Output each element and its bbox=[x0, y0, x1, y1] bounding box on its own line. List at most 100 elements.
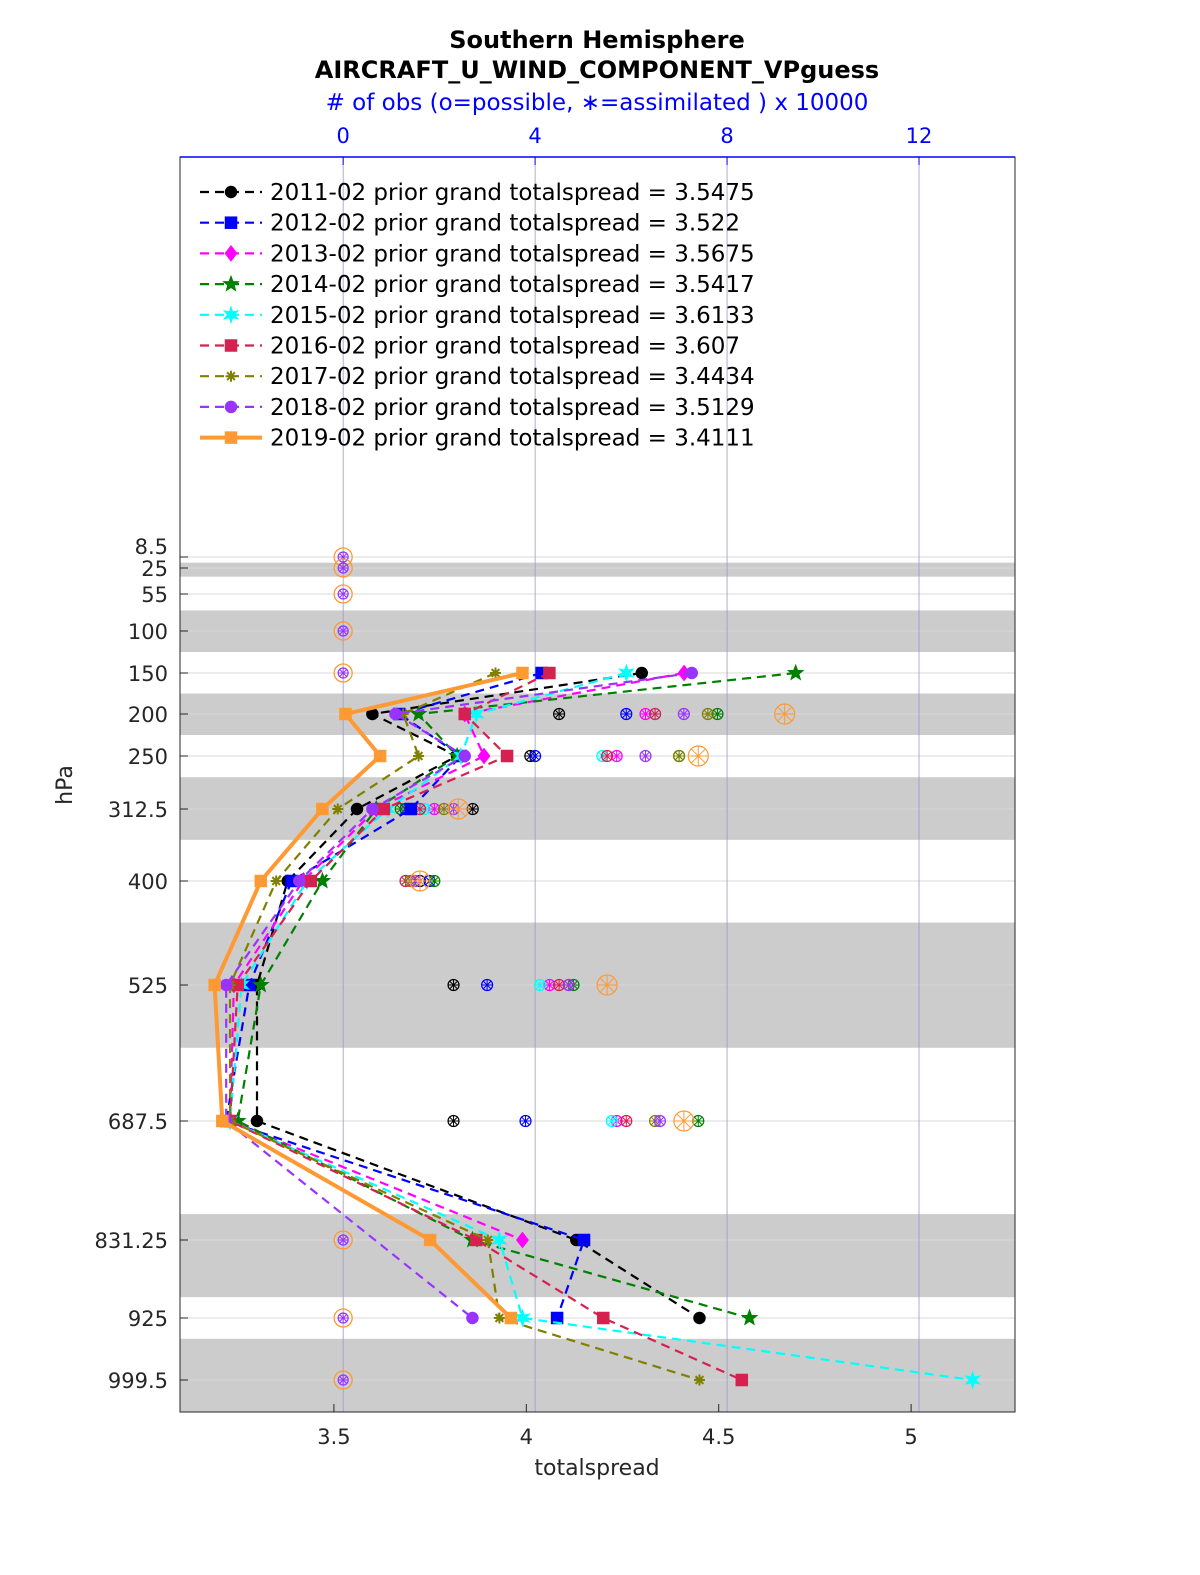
obs-marker bbox=[447, 798, 469, 820]
data-point bbox=[477, 747, 491, 765]
obs-marker bbox=[673, 1110, 695, 1132]
zero-obs-marker bbox=[337, 667, 349, 679]
grid-lines bbox=[180, 157, 1015, 1412]
obs-marker bbox=[648, 707, 662, 721]
legend-entry: 2014-02 prior grand totalspread = 3.5417 bbox=[200, 272, 755, 298]
x-tick-label: 5 bbox=[904, 1425, 917, 1449]
data-point bbox=[504, 1311, 518, 1325]
legend-label: 2018-02 prior grand totalspread = 3.5129 bbox=[270, 395, 755, 421]
top-tick-label: 0 bbox=[336, 124, 349, 148]
legend-marker bbox=[225, 370, 237, 382]
data-point bbox=[740, 1308, 759, 1326]
obs-marker bbox=[677, 707, 690, 721]
legend-label: 2014-02 prior grand totalspread = 3.5417 bbox=[270, 272, 755, 298]
series-line bbox=[224, 671, 586, 1319]
legend-marker bbox=[224, 185, 238, 199]
zero-obs-ring bbox=[333, 584, 353, 604]
y-tick-label: 150 bbox=[128, 662, 168, 686]
data-point bbox=[366, 802, 379, 816]
zero-obs-marker bbox=[337, 625, 349, 637]
y-tick-label: 525 bbox=[128, 974, 168, 998]
obs-marker bbox=[600, 749, 614, 763]
data-point bbox=[216, 1114, 229, 1128]
series-line bbox=[255, 671, 701, 1319]
data-point bbox=[490, 667, 502, 679]
legend-entry: 2019-02 prior grand totalspread = 3.4111 bbox=[200, 426, 755, 452]
zero-obs-marker bbox=[337, 588, 349, 600]
data-point bbox=[250, 1114, 264, 1128]
level-band bbox=[180, 1338, 1015, 1412]
data-point bbox=[964, 1370, 981, 1390]
x-axis-label: totalspread bbox=[534, 1456, 659, 1481]
data-point bbox=[482, 1234, 494, 1246]
legend-marker bbox=[222, 274, 240, 292]
y-tick-label: 200 bbox=[128, 703, 168, 727]
obs-marker bbox=[672, 749, 686, 763]
data-point bbox=[618, 663, 635, 683]
y-axis-label: hPa bbox=[53, 765, 78, 805]
zero-obs-ring bbox=[333, 1308, 353, 1328]
obs-marker bbox=[409, 870, 431, 892]
zero-obs-marker bbox=[337, 562, 349, 574]
legend-marker bbox=[224, 339, 238, 352]
obs-markers bbox=[333, 547, 796, 1390]
data-point bbox=[389, 707, 402, 721]
level-band bbox=[180, 562, 1015, 577]
y-tick-label: 312.5 bbox=[108, 798, 168, 822]
series-line bbox=[228, 671, 685, 1242]
data-point bbox=[577, 1233, 591, 1247]
legend-marker bbox=[224, 245, 238, 262]
y-tick-label: 925 bbox=[128, 1307, 168, 1331]
data-point bbox=[693, 1311, 706, 1325]
y-tick-label: 100 bbox=[128, 620, 168, 644]
data-point bbox=[516, 666, 529, 680]
zero-obs-ring bbox=[333, 621, 353, 641]
obs-marker bbox=[596, 974, 618, 996]
obs-marker bbox=[774, 703, 796, 725]
legend-entry: 2011-02 prior grand totalspread = 3.5475 bbox=[200, 180, 755, 206]
zero-obs-ring bbox=[333, 558, 353, 578]
data-point bbox=[735, 1373, 749, 1387]
legend: 2011-02 prior grand totalspread = 3.5475… bbox=[200, 180, 755, 452]
y-tick-label: 999.5 bbox=[108, 1369, 168, 1393]
legend-entry: 2015-02 prior grand totalspread = 3.6133 bbox=[200, 303, 755, 329]
legend-label: 2011-02 prior grand totalspread = 3.5475 bbox=[270, 180, 755, 206]
chart-title: Southern Hemisphere bbox=[449, 26, 745, 54]
data-point bbox=[293, 874, 306, 888]
data-point bbox=[516, 1231, 529, 1249]
legend-label: 2012-02 prior grand totalspread = 3.522 bbox=[270, 211, 740, 237]
data-point bbox=[423, 1233, 437, 1247]
data-point bbox=[377, 802, 391, 816]
data-point bbox=[409, 704, 428, 722]
y-tick-label: 250 bbox=[128, 745, 168, 769]
legend-entry: 2016-02 prior grand totalspread = 3.607 bbox=[200, 334, 740, 360]
data-point bbox=[500, 749, 514, 763]
level-band bbox=[180, 1214, 1015, 1298]
data-point bbox=[786, 663, 805, 681]
zero-obs-marker bbox=[337, 551, 349, 563]
zero-obs-ring bbox=[333, 1230, 353, 1250]
series-lines bbox=[208, 663, 981, 1390]
data-point bbox=[491, 1230, 508, 1250]
obs-marker bbox=[687, 745, 709, 767]
obs-marker bbox=[653, 1114, 666, 1128]
legend-marker bbox=[222, 305, 240, 325]
data-point bbox=[404, 802, 418, 816]
legend-label: 2016-02 prior grand totalspread = 3.607 bbox=[270, 334, 740, 360]
legend-entry: 2013-02 prior grand totalspread = 3.5675 bbox=[200, 241, 755, 267]
obs-marker bbox=[447, 978, 460, 992]
legend-label: 2019-02 prior grand totalspread = 3.4111 bbox=[270, 426, 755, 452]
data-point bbox=[339, 707, 352, 721]
legend-marker bbox=[224, 431, 238, 444]
series-line bbox=[228, 672, 743, 1382]
data-point bbox=[635, 666, 649, 680]
top-tick-label: 8 bbox=[720, 124, 733, 148]
obs-marker bbox=[639, 749, 652, 763]
data-point bbox=[332, 803, 344, 815]
y-tick-label: 831.25 bbox=[95, 1229, 168, 1253]
data-point bbox=[316, 802, 329, 816]
series-line bbox=[228, 671, 973, 1382]
obs-marker bbox=[481, 978, 494, 992]
